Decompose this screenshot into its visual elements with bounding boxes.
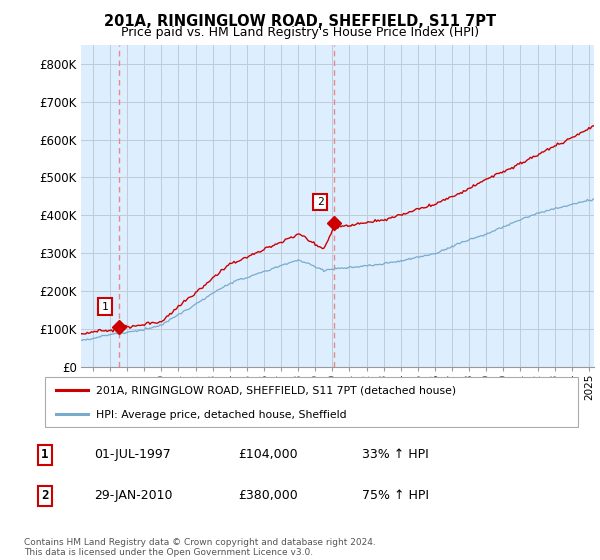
Text: Price paid vs. HM Land Registry's House Price Index (HPI): Price paid vs. HM Land Registry's House … [121, 26, 479, 39]
Text: HPI: Average price, detached house, Sheffield: HPI: Average price, detached house, Shef… [96, 410, 347, 420]
Text: 1: 1 [101, 302, 109, 311]
Text: Contains HM Land Registry data © Crown copyright and database right 2024.
This d: Contains HM Land Registry data © Crown c… [24, 538, 376, 557]
Text: 201A, RINGINGLOW ROAD, SHEFFIELD, S11 7PT (detached house): 201A, RINGINGLOW ROAD, SHEFFIELD, S11 7P… [96, 386, 456, 395]
Text: 29-JAN-2010: 29-JAN-2010 [95, 489, 173, 502]
Text: 2: 2 [317, 197, 323, 207]
Text: 2: 2 [41, 489, 49, 502]
Text: 75% ↑ HPI: 75% ↑ HPI [362, 489, 430, 502]
Text: £380,000: £380,000 [238, 489, 298, 502]
Text: £104,000: £104,000 [238, 449, 298, 461]
Text: 1: 1 [41, 449, 49, 461]
Text: 33% ↑ HPI: 33% ↑ HPI [362, 449, 429, 461]
FancyBboxPatch shape [45, 377, 578, 427]
Text: 201A, RINGINGLOW ROAD, SHEFFIELD, S11 7PT: 201A, RINGINGLOW ROAD, SHEFFIELD, S11 7P… [104, 14, 496, 29]
Text: 01-JUL-1997: 01-JUL-1997 [95, 449, 171, 461]
